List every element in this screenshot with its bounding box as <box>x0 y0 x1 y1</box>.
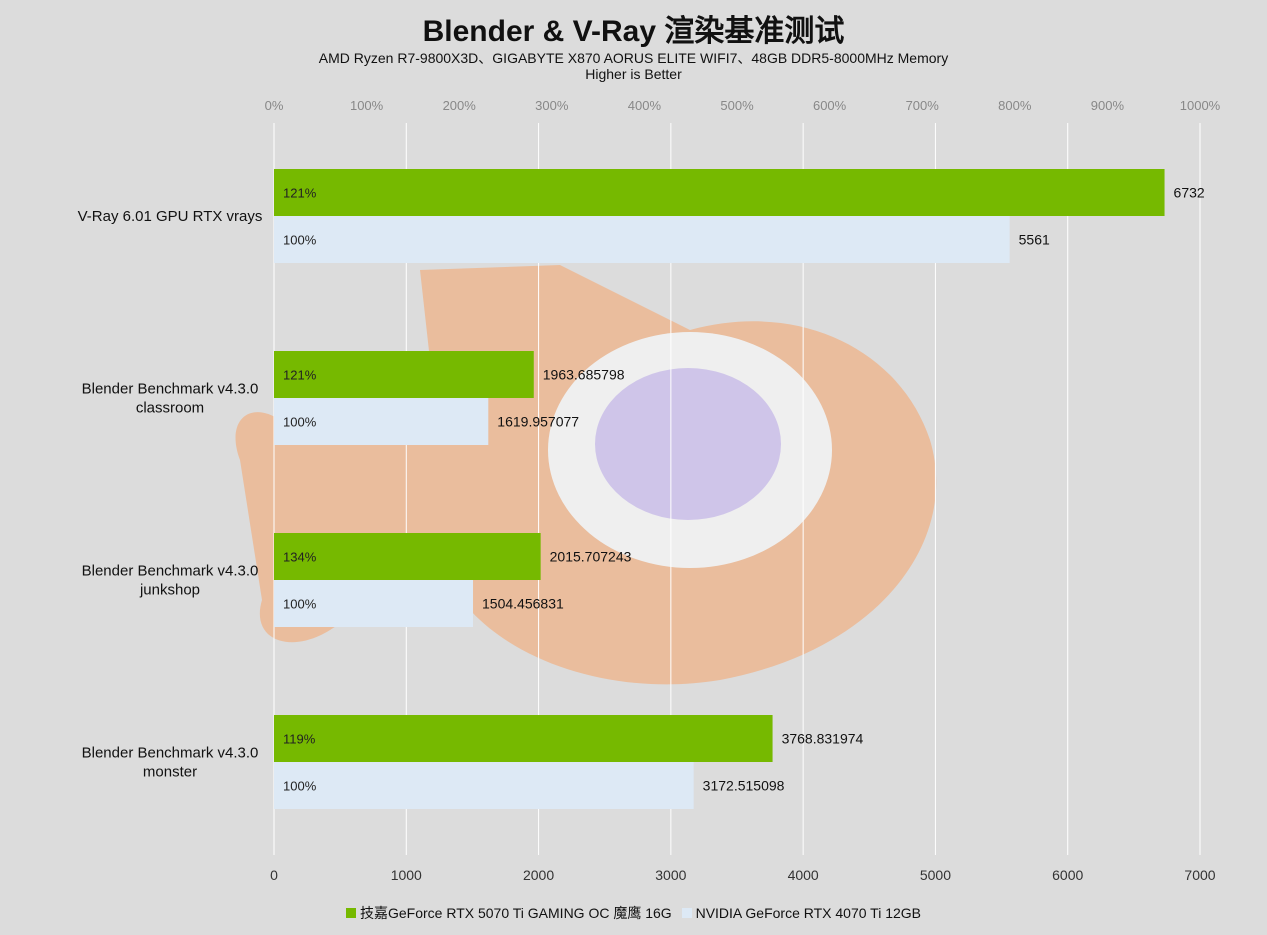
bar <box>274 715 773 762</box>
bar-percent-label: 100% <box>283 597 317 612</box>
top-axis-tick-label: 500% <box>720 98 754 113</box>
bar-value-label: 2015.707243 <box>550 549 632 565</box>
bar-percent-label: 121% <box>283 368 317 383</box>
legend-swatch <box>681 908 692 919</box>
bar-percent-label: 121% <box>283 186 317 201</box>
labels: 0 1000 2000 3000 4000 5000 6000 7000 0% 100% 200% 3… <box>78 98 1221 883</box>
bar-percent-label: 134% <box>283 550 317 565</box>
top-axis-tick-label: 100% <box>350 98 384 113</box>
top-axis-tick-label: 200% <box>443 98 477 113</box>
legend-item-series-1: 技嘉GeForce RTX 5070 Ti GAMING OC 魔鹰 16G <box>345 905 672 921</box>
bar-value-label: 1504.456831 <box>482 596 564 612</box>
category-label: monster <box>143 764 197 781</box>
chart-subtitle-2: Higher is Better <box>585 66 682 82</box>
bar-percent-label: 100% <box>283 233 317 248</box>
top-axis-tick-label: 600% <box>813 98 847 113</box>
legend-label: NVIDIA GeForce RTX 4070 Ti 12GB <box>695 905 921 921</box>
legend-label: 技嘉GeForce RTX 5070 Ti GAMING OC 魔鹰 16G <box>359 905 672 921</box>
category-label: V-Ray 6.01 GPU RTX vrays <box>78 208 263 225</box>
top-axis-tick-label: 900% <box>1091 98 1125 113</box>
bars <box>274 169 1165 809</box>
bar-value-label: 6732 <box>1174 185 1205 201</box>
x-tick-label: 4000 <box>788 867 819 883</box>
x-tick-label: 3000 <box>655 867 686 883</box>
top-axis-tick-label: 1000% <box>1180 98 1221 113</box>
bar-value-label: 5561 <box>1019 232 1050 248</box>
top-axis-tick-label: 700% <box>906 98 940 113</box>
bar <box>274 398 489 445</box>
bar <box>274 216 1010 263</box>
top-axis-tick-label: 300% <box>535 98 569 113</box>
category-label: Blender Benchmark v4.3.0 <box>82 563 259 580</box>
x-tick-label: 7000 <box>1184 867 1215 883</box>
bar <box>274 169 1165 216</box>
x-tick-label: 1000 <box>391 867 422 883</box>
legend-swatch <box>345 908 356 919</box>
x-tick-label: 5000 <box>920 867 951 883</box>
bar-value-label: 3172.515098 <box>703 778 785 794</box>
category-label: junkshop <box>139 582 200 599</box>
bar <box>274 533 541 580</box>
legend-item-series-2: NVIDIA GeForce RTX 4070 Ti 12GB <box>681 905 921 921</box>
bar <box>274 351 534 398</box>
chart-subtitle: AMD Ryzen R7-9800X3D、GIGABYTE X870 AORUS… <box>318 50 949 66</box>
top-axis-tick-label: 800% <box>998 98 1032 113</box>
top-axis-tick-label: 400% <box>628 98 662 113</box>
top-axis-tick-label: 0% <box>265 98 284 113</box>
bar-value-label: 1619.957077 <box>497 414 579 430</box>
chart-title: Blender & V-Ray 渲染基准测试 <box>422 15 845 48</box>
category-label: Blender Benchmark v4.3.0 <box>82 745 259 762</box>
x-tick-label: 2000 <box>523 867 554 883</box>
category-label: Blender Benchmark v4.3.0 <box>82 381 259 398</box>
bar-percent-label: 100% <box>283 779 317 794</box>
x-tick-label: 0 <box>270 867 278 883</box>
bar-percent-label: 100% <box>283 415 317 430</box>
x-tick-label: 6000 <box>1052 867 1083 883</box>
bar-percent-label: 119% <box>283 732 316 747</box>
legend: 技嘉GeForce RTX 5070 Ti GAMING OC 魔鹰 16G N… <box>0 903 1267 923</box>
bar <box>274 580 474 627</box>
bar-value-label: 1963.685798 <box>543 367 625 383</box>
bar <box>274 762 694 809</box>
bar-value-label: 3768.831974 <box>782 731 864 747</box>
category-label: classroom <box>136 400 204 417</box>
